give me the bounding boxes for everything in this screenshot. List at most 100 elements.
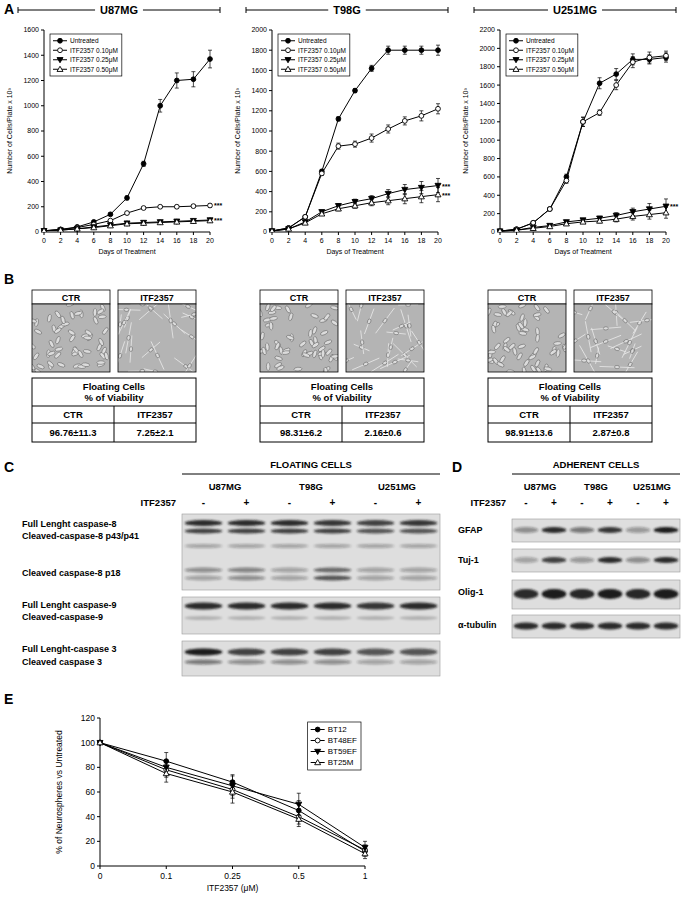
marker: [513, 66, 519, 71]
x-tick: [549, 232, 550, 235]
band: [228, 603, 266, 610]
band: [357, 520, 395, 526]
error-bar: [419, 46, 423, 54]
cell-process: [574, 360, 601, 362]
cell: [323, 367, 328, 372]
table-title: % of Viability: [541, 392, 601, 403]
band: [542, 557, 567, 563]
header-rule: [512, 474, 680, 475]
marker: [581, 119, 586, 124]
cell: [284, 305, 291, 314]
cell: [282, 350, 290, 355]
x-tick: [93, 232, 94, 235]
cell: [518, 304, 527, 309]
cell-process: [412, 331, 424, 354]
error-bar: [175, 73, 179, 88]
marker: [190, 218, 196, 223]
marker: [336, 116, 341, 121]
marker: [208, 203, 213, 208]
error-bar: [614, 216, 618, 222]
cell-process: [142, 342, 160, 358]
legend-label: Untreated: [298, 37, 327, 44]
cell-process: [118, 310, 130, 334]
marker: [157, 220, 163, 225]
error-bar: [175, 205, 179, 208]
cell: [349, 306, 354, 312]
marker: [362, 851, 368, 856]
band: [228, 660, 266, 665]
cell: [321, 349, 325, 357]
marker: [498, 229, 503, 232]
row-label: Cleaved-caspase-9: [22, 612, 103, 622]
x-tick-label: 8: [564, 237, 568, 244]
error-bar: [564, 178, 568, 184]
y-axis-label: Number of Cells/Plate x 10³: [462, 88, 469, 174]
marker: [230, 789, 236, 794]
marker: [296, 802, 302, 807]
x-tick: [438, 232, 439, 235]
y-tick: [269, 30, 272, 31]
cell-process: [361, 330, 364, 354]
band: [271, 529, 309, 534]
y-tick-label: 0: [491, 228, 495, 235]
row-label: Olig-1: [458, 587, 484, 597]
cell-process: [346, 357, 354, 364]
cell: [294, 367, 302, 371]
cell: [302, 352, 311, 358]
marker: [402, 48, 407, 53]
x-tick-label: 20: [206, 237, 214, 244]
cell-process: [376, 308, 395, 333]
marker: [530, 225, 536, 230]
y-tick: [41, 131, 44, 132]
marker: [269, 228, 275, 232]
cell-line-label: T98G: [584, 481, 608, 492]
band: [271, 603, 309, 610]
error-bar: [598, 78, 602, 89]
cell: [403, 367, 408, 372]
band: [400, 603, 438, 610]
series-line: [272, 50, 438, 231]
y-axis-label: Number of Cells/Plate x 10³: [6, 88, 13, 174]
band: [314, 544, 352, 548]
blot-header: FLOATING CELLS: [270, 459, 352, 470]
cell: [512, 347, 517, 356]
cell-process: [408, 315, 411, 337]
table-frame: [260, 378, 424, 442]
cell: [83, 349, 91, 354]
cell: [324, 339, 333, 345]
marker: [563, 221, 569, 226]
band: [598, 589, 623, 599]
figure: ABCDEU87MG020040060080010001200140016000…: [0, 0, 685, 911]
band: [271, 568, 309, 573]
error-bar: [419, 111, 423, 121]
error-bar: [125, 196, 129, 200]
band: [271, 616, 309, 620]
band: [185, 576, 223, 581]
y-tick-label: 80: [86, 762, 96, 772]
cell: [47, 350, 56, 356]
marker: [513, 58, 519, 63]
band: [314, 649, 352, 656]
y-tick: [497, 195, 500, 196]
band: [185, 568, 223, 573]
y-tick: [497, 158, 500, 159]
legend-label: BT48EF: [328, 736, 357, 745]
cell: [644, 318, 649, 322]
marker: [97, 740, 103, 745]
band: [400, 529, 438, 534]
cell: [553, 341, 561, 345]
y-tick-label: 800: [27, 127, 39, 134]
marker: [315, 749, 321, 754]
error-bar: [403, 46, 407, 54]
legend-label: ITF2357 0.10μM: [70, 47, 118, 55]
band: [185, 520, 223, 526]
y-tick-label: 600: [483, 173, 495, 180]
marker: [436, 48, 441, 53]
y-tick-label: 800: [483, 155, 495, 162]
photo-label: CTR: [62, 293, 81, 303]
marker: [435, 192, 441, 197]
x-tick: [649, 232, 650, 235]
cell: [74, 311, 83, 316]
x-axis-label: Days of Treatment: [554, 248, 611, 256]
error-bar: [336, 143, 340, 149]
